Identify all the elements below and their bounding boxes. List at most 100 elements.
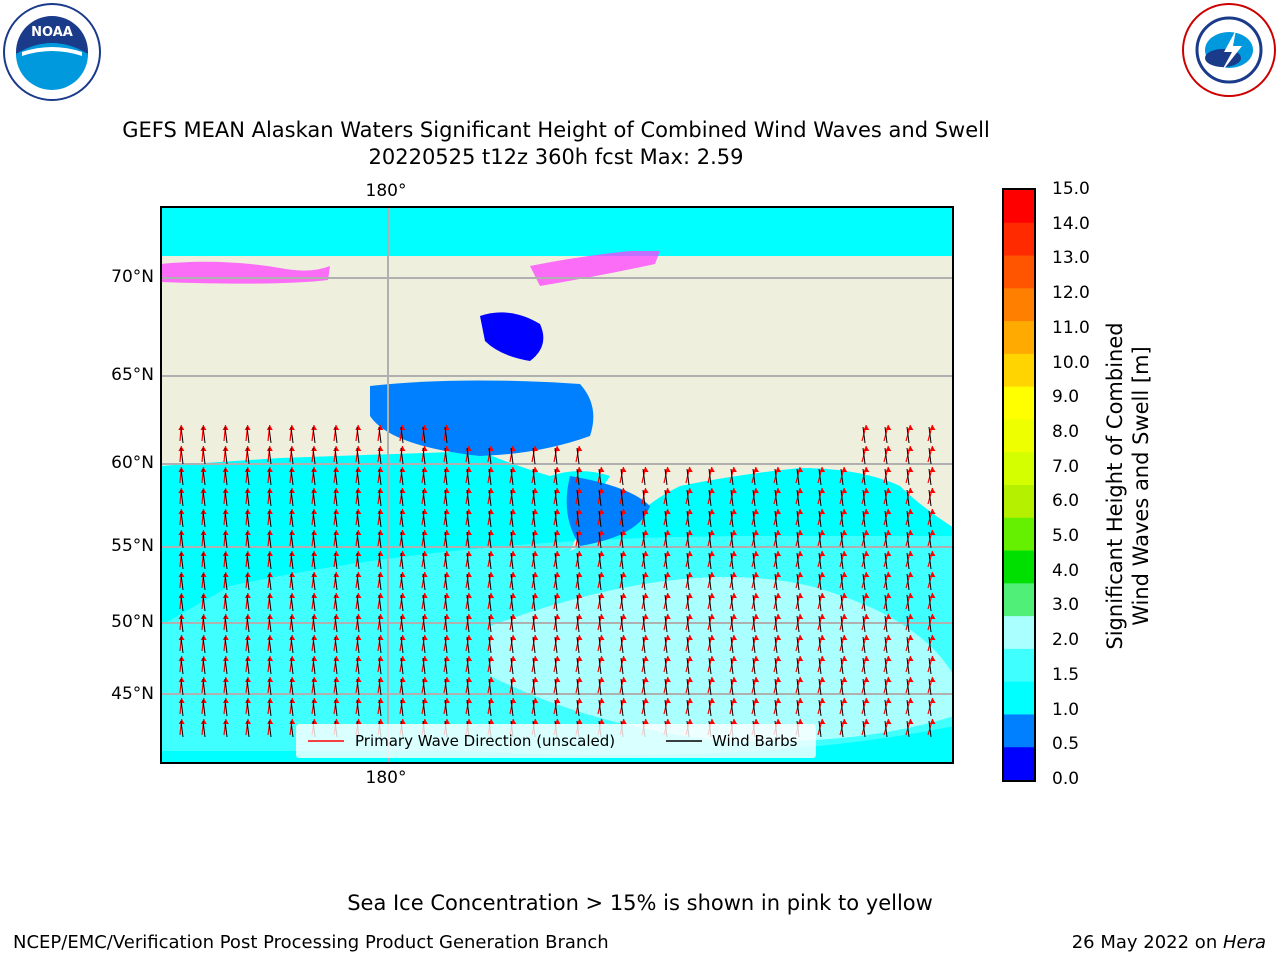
- wave-arrow-head: [664, 656, 671, 661]
- wave-arrow-head: [642, 530, 649, 535]
- wind-barb: [334, 426, 338, 444]
- wind-barb: [576, 447, 580, 465]
- wind-barb: [774, 510, 778, 528]
- colorbar-swatch: [1004, 190, 1034, 224]
- wind-barb: [224, 489, 228, 507]
- footer-machine: Hera: [1222, 932, 1266, 953]
- wave-arrow-head: [885, 572, 892, 577]
- wind-barb: [752, 573, 756, 591]
- wave-arrow-head: [929, 614, 936, 619]
- wind-barb: [224, 468, 228, 486]
- wave-arrow-head: [222, 614, 229, 619]
- wind-barb: [268, 720, 272, 738]
- wind-barb: [422, 573, 426, 591]
- wave-arrow-head: [841, 698, 848, 703]
- wave-arrow-head: [598, 509, 605, 514]
- wind-barb: [224, 573, 228, 591]
- wind-barb: [488, 678, 492, 696]
- wave-arrow-head: [841, 551, 848, 556]
- wave-arrow-head: [863, 446, 870, 451]
- wind-barb: [774, 594, 778, 612]
- wind-barb: [444, 699, 448, 717]
- wind-barb: [774, 636, 778, 654]
- wind-barb: [180, 594, 184, 612]
- wind-barb: [884, 720, 888, 738]
- wind-barb: [246, 636, 250, 654]
- wave-arrow-head: [753, 614, 760, 619]
- wind-barb: [928, 636, 932, 654]
- wind-barb: [752, 468, 756, 486]
- wave-arrow-head: [819, 677, 826, 682]
- wind-barb: [334, 573, 338, 591]
- wind-barb: [466, 552, 470, 570]
- wind-barb: [224, 615, 228, 633]
- wind-barb: [796, 510, 800, 528]
- wind-barb: [928, 531, 932, 549]
- wave-arrow-head: [532, 677, 539, 682]
- wave-arrow-head: [576, 656, 583, 661]
- wind-barb: [730, 657, 734, 675]
- wave-arrow-head: [311, 509, 318, 514]
- wave-arrow-head: [709, 698, 716, 703]
- wave-arrow-head: [200, 593, 207, 598]
- wave-arrow-head: [775, 572, 782, 577]
- wind-barb: [290, 720, 294, 738]
- wind-barb: [708, 594, 712, 612]
- colorbar-label-line2: Wind Waves and Swell [m]: [1129, 346, 1153, 626]
- wave-arrow-head: [797, 509, 804, 514]
- wind-barb: [774, 531, 778, 549]
- colorbar-tick-label: 3.0: [1052, 595, 1080, 616]
- wave-arrow-head: [708, 656, 715, 661]
- wave-arrow-head: [288, 425, 295, 430]
- wave-arrow-head: [554, 656, 561, 661]
- wind-barb: [598, 468, 602, 486]
- wind-barb: [730, 636, 734, 654]
- wind-barb: [884, 426, 888, 444]
- wind-barb: [796, 531, 800, 549]
- wave-arrow-head: [797, 488, 804, 493]
- wind-barb: [642, 531, 646, 549]
- wind-barb: [224, 594, 228, 612]
- wind-barb: [268, 468, 272, 486]
- wave-arrow-head: [333, 488, 340, 493]
- map-legend: Primary Wave Direction (unscaled) Wind B…: [296, 724, 816, 758]
- wind-barb: [400, 678, 404, 696]
- wind-barb: [510, 510, 514, 528]
- colorbar-swatch: [1004, 419, 1034, 453]
- wave-arrow-head: [841, 719, 848, 724]
- wave-arrow-head: [819, 656, 826, 661]
- wave-arrow-head: [244, 614, 251, 619]
- wind-barb: [444, 657, 448, 675]
- wind-barb: [686, 531, 690, 549]
- wind-barb: [774, 699, 778, 717]
- wind-barb: [356, 489, 360, 507]
- wind-barb: [818, 510, 822, 528]
- wave-arrow-head: [222, 572, 229, 577]
- wind-barb: [202, 489, 206, 507]
- swell-zone-high: [490, 577, 954, 742]
- wind-barb: [598, 678, 602, 696]
- wave-arrow-head: [200, 614, 207, 619]
- wind-barb: [906, 468, 910, 486]
- wind-barb: [862, 636, 866, 654]
- wave-arrow-head: [863, 551, 870, 556]
- wave-arrow-head: [686, 593, 693, 598]
- wave-arrow-head: [929, 593, 936, 598]
- wave-arrow-head: [686, 530, 693, 535]
- wind-barb: [928, 678, 932, 696]
- wind-barb: [246, 468, 250, 486]
- wave-arrow-head: [532, 572, 539, 577]
- wave-arrow-head: [598, 530, 605, 535]
- wind-barb: [444, 636, 448, 654]
- wave-arrow-head: [244, 656, 251, 661]
- wave-arrow-head: [708, 467, 715, 472]
- wind-barb: [664, 594, 668, 612]
- wind-barb: [400, 594, 404, 612]
- wind-barb: [334, 531, 338, 549]
- wind-barb: [906, 510, 910, 528]
- wind-barb: [312, 489, 316, 507]
- wave-arrow-head: [532, 698, 539, 703]
- wind-barb: [268, 447, 272, 465]
- wave-arrow-head: [775, 467, 782, 472]
- wind-barb: [466, 489, 470, 507]
